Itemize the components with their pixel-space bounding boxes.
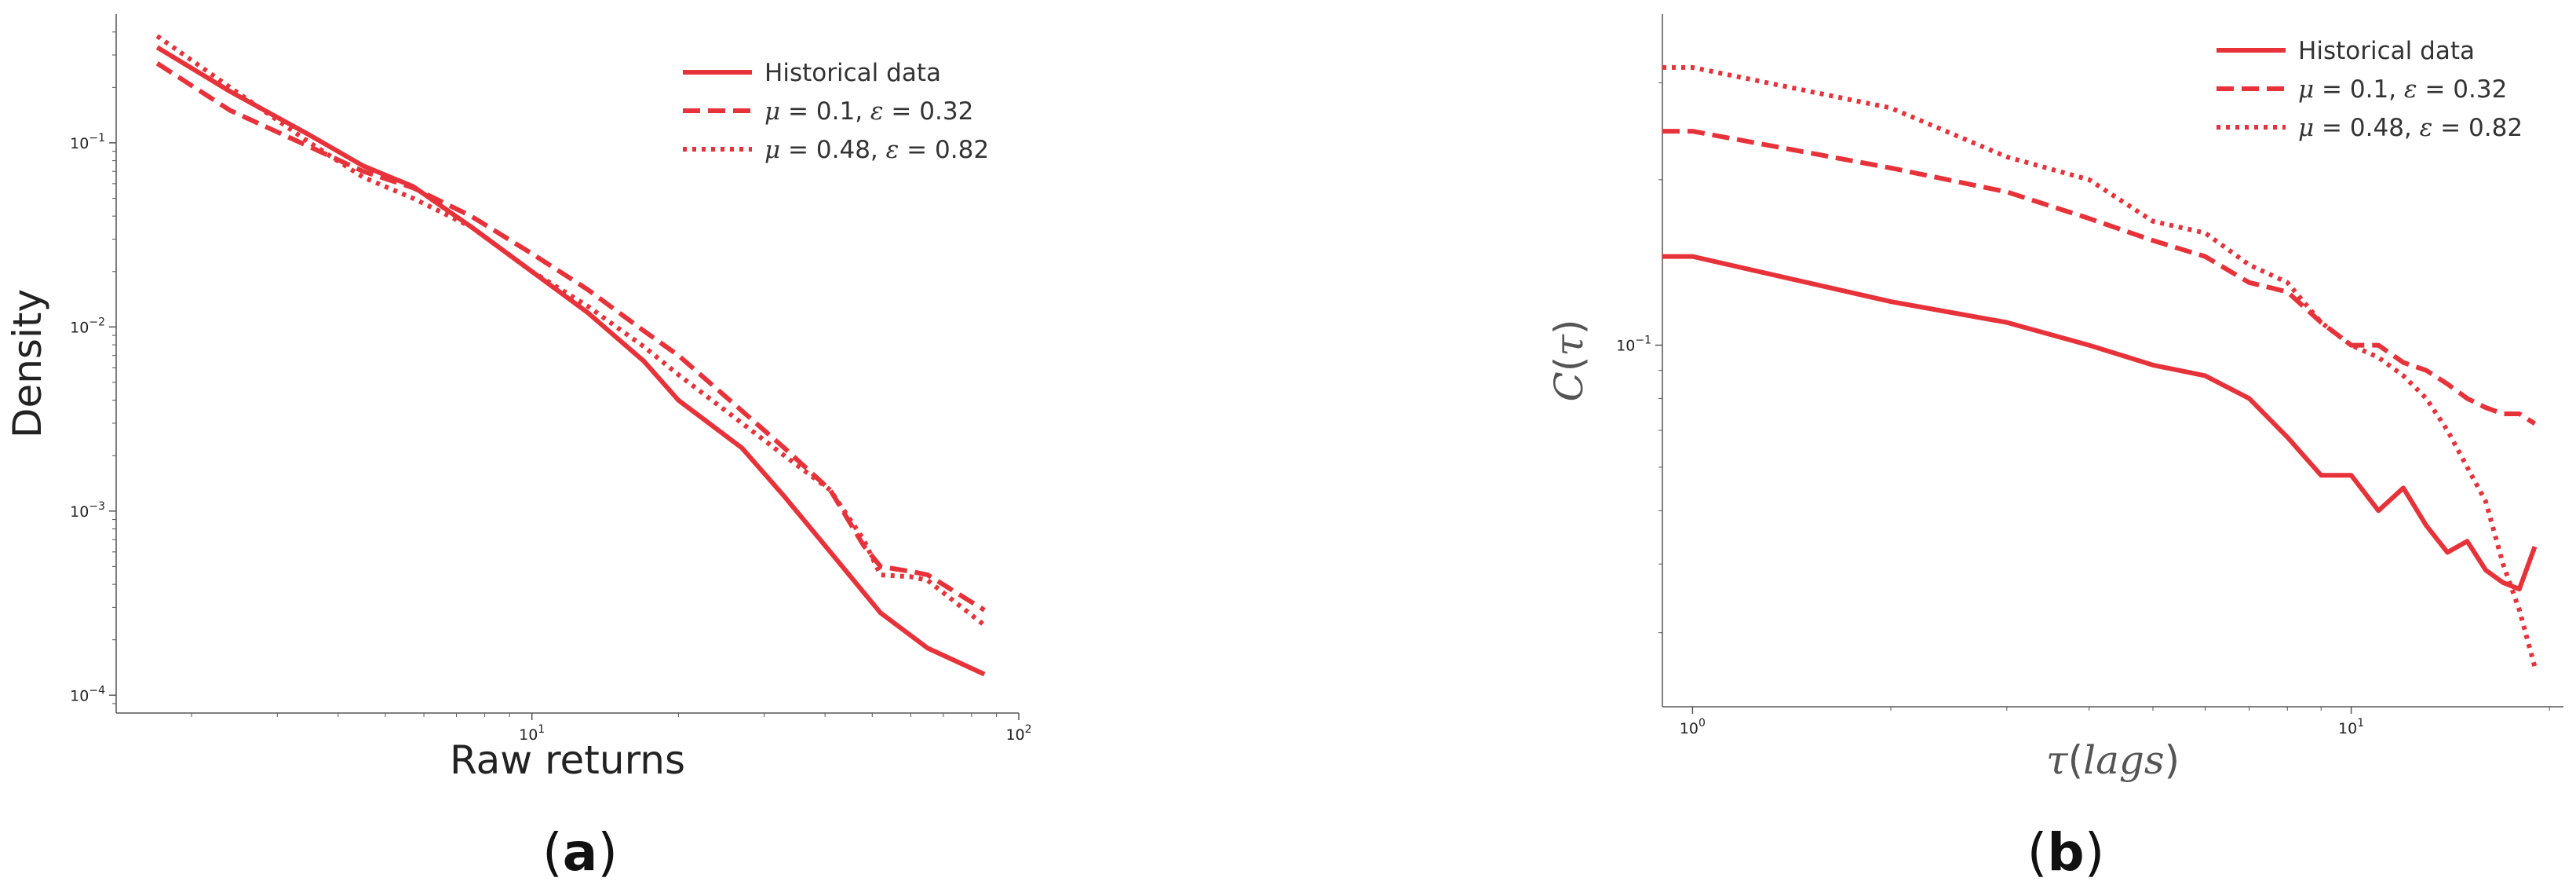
legend-label: μ = 0.1, ε = 0.32 [764,97,973,126]
series-line-dashed [155,61,986,613]
panel-label: (b) [2027,822,2105,883]
series-line-dotted [155,34,987,627]
y-axis-label: C(τ) [1546,320,1592,402]
legend: Historical data μ = 0.1, ε = 0.32 μ = 0.48… [683,59,989,164]
x-axis-label: τ(lags) [2046,737,2180,783]
series-line-solid [1662,254,2538,592]
legend-label: Historical data [2298,37,2475,65]
y-tick-label: 10−1 [70,132,105,152]
y-axis-label: Density [5,289,50,438]
y-tick-label: 10−2 [70,316,105,336]
x-tick-label: 101 [519,723,545,744]
y-tick-label: 10−3 [70,500,105,521]
y-tick-label: 10−1 [1616,335,1651,355]
chart-panel-b: 100 101 10−1 Historical data μ = 0.1, ε = 0.… [1546,14,2563,883]
chart-panel-a: 101 102 10−1 10−2 10−3 10−4 Historical data μ =… [5,14,1032,883]
legend-label: Historical data [764,59,941,87]
series-line-dotted [1662,64,2538,667]
legend: Historical data μ = 0.1, ε = 0.32 μ = 0.48… [2217,37,2523,142]
legend-label: μ = 0.48, ε = 0.82 [764,136,989,164]
series-line-solid [155,45,986,677]
x-tick-label: 101 [2338,717,2364,737]
series-line-dashed [1662,129,2537,426]
x-axis-label: Raw returns [450,737,685,783]
panel-label: (a) [542,822,618,883]
x-tick-label: 102 [1005,723,1031,744]
legend-label: μ = 0.48, ε = 0.82 [2298,114,2523,142]
legend-label: μ = 0.1, ε = 0.32 [2298,75,2507,104]
x-tick-label: 100 [1680,717,1706,737]
y-tick-label: 10−4 [70,684,105,704]
